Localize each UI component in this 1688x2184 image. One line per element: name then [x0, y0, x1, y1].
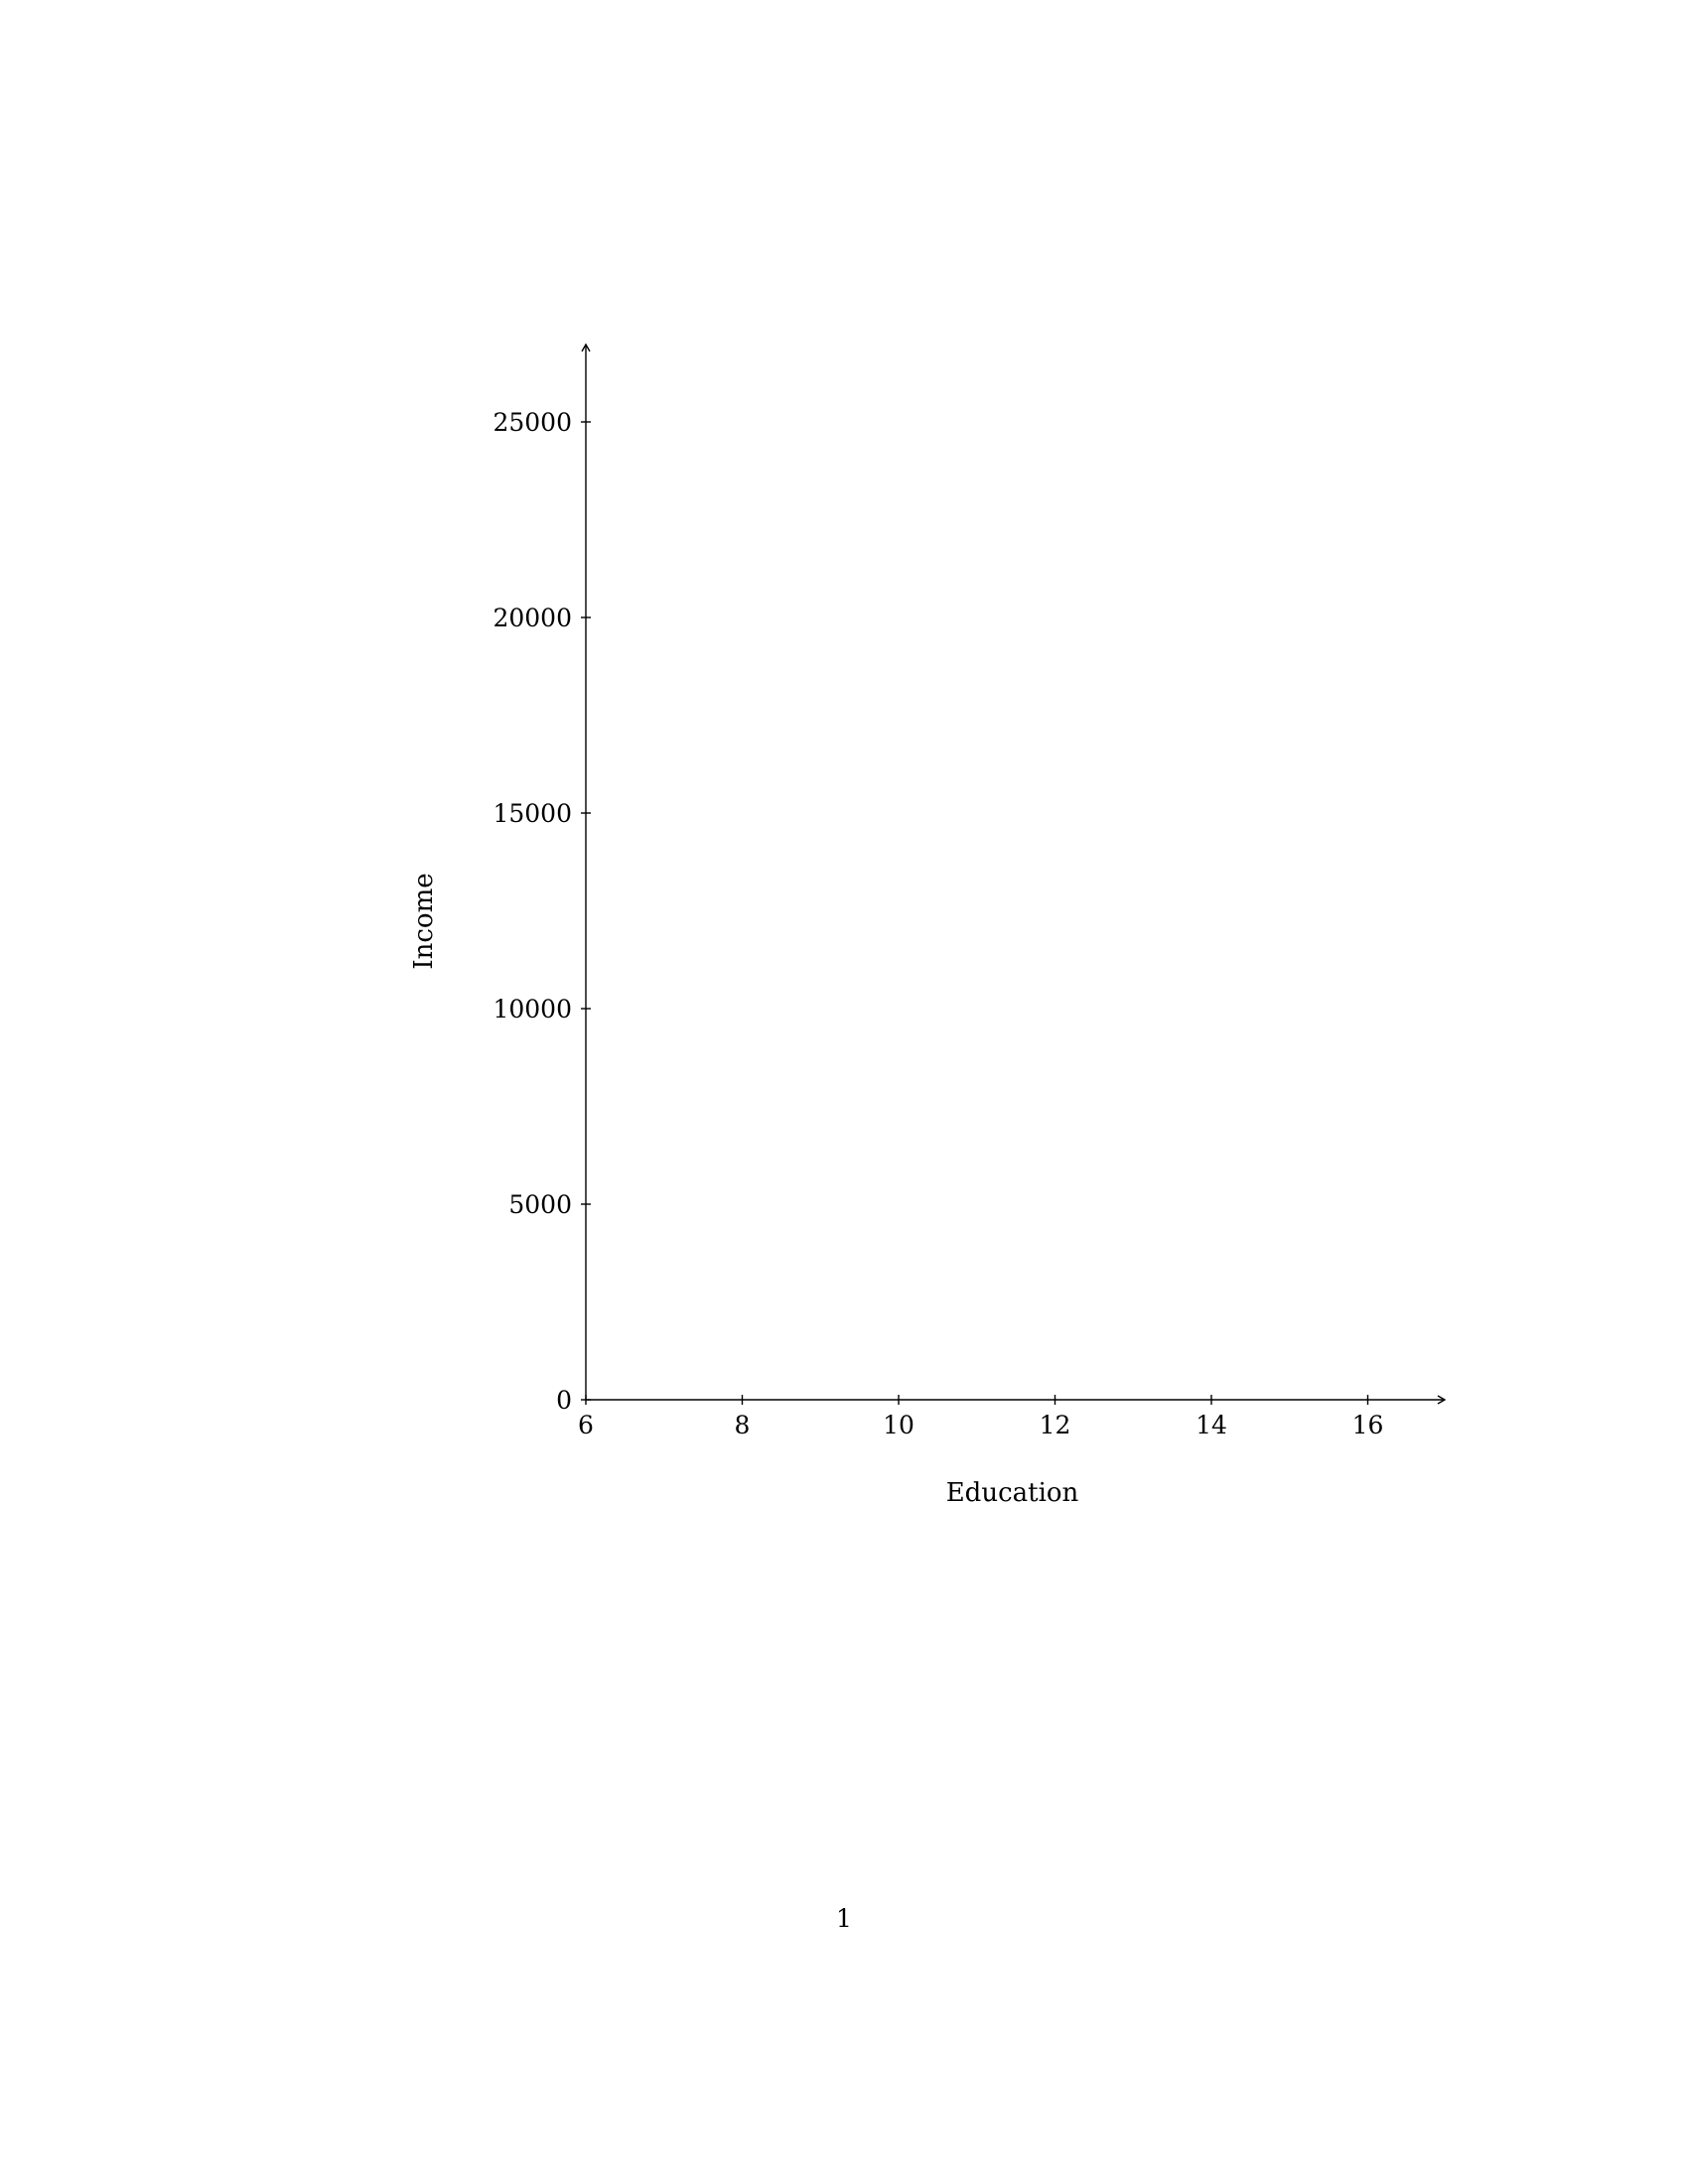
- x-tick-label: 16: [1352, 1411, 1384, 1439]
- y-tick-label: 0: [556, 1386, 572, 1415]
- x-tick-label: 12: [1040, 1411, 1071, 1439]
- y-tick-label: 25000: [492, 408, 572, 437]
- x-tick-label: 8: [735, 1411, 751, 1439]
- y-axis-label: Income: [409, 873, 439, 969]
- y-axis-arrow: [581, 342, 591, 352]
- x-axis-label: Education: [946, 1478, 1079, 1508]
- y-tick-label: 15000: [492, 799, 572, 828]
- y-tick-label: 5000: [508, 1190, 572, 1219]
- x-tick-label: 10: [883, 1411, 914, 1439]
- y-axis: [581, 342, 591, 1400]
- x-axis-arrow: [1437, 1395, 1447, 1405]
- x-tick-label: 14: [1196, 1411, 1227, 1439]
- x-axis-ticks: 6 8 10 12 14 16: [578, 1395, 1383, 1439]
- y-tick-label: 20000: [492, 604, 572, 632]
- x-tick-label: 6: [578, 1411, 594, 1439]
- y-tick-label: 10000: [492, 995, 572, 1024]
- x-axis: [586, 1395, 1447, 1405]
- page-number: 1: [836, 1904, 852, 1933]
- y-axis-ticks: 0 5000 10000 15000 20000 25000: [492, 408, 591, 1415]
